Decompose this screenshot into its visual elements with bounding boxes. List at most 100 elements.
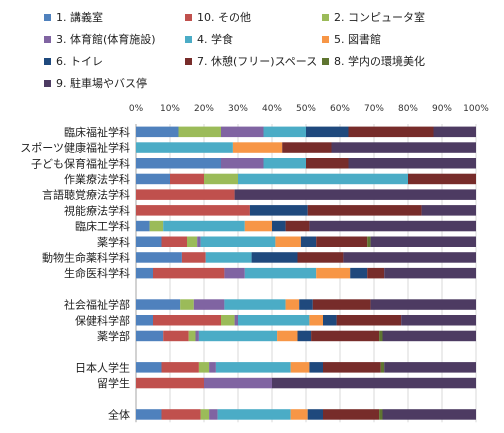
bar-segment [312, 299, 371, 310]
bar-segment [282, 142, 332, 153]
legend-label: 4. 学食 [197, 32, 233, 46]
bar-segment [380, 362, 385, 373]
bar-segment [136, 315, 153, 326]
legend-label: 7. 休憩(フリー)スペース [197, 54, 317, 68]
bar-segment [272, 377, 476, 389]
bar-segment [149, 220, 164, 232]
bar-segment [401, 315, 476, 326]
bars [136, 126, 476, 420]
category-label: 社会福祉学部 [64, 298, 130, 312]
bar-segment [307, 205, 422, 216]
legend: 1. 講義室 10. その他 2. コンピュータ室 3. 体育館(体育施設) 4. 学食… [44, 10, 425, 90]
bar-segment [136, 220, 150, 232]
bar-segment [309, 362, 323, 373]
bar-segment [215, 362, 291, 373]
category-label: 作業療法学科 [64, 172, 130, 186]
bar-segment [200, 409, 210, 420]
legend-label: 10. その他 [197, 11, 251, 24]
bar-segment [178, 126, 221, 138]
bar-segment [198, 362, 210, 373]
bar-segment [299, 299, 313, 310]
legend-swatch [322, 36, 329, 43]
bar-segment [200, 236, 276, 247]
bar-segment [221, 158, 264, 169]
bar-segment [306, 158, 349, 169]
bar-segment [221, 126, 264, 138]
category-label: 子ども保育福祉学科 [31, 156, 130, 170]
bar-segment [348, 158, 476, 169]
bar-segment [384, 362, 476, 373]
bar-segment [187, 236, 198, 247]
bar-segment [136, 299, 181, 310]
bar-segment [433, 126, 476, 138]
bar-segment [370, 236, 476, 247]
bar-segment [197, 236, 201, 247]
bar-segment [136, 267, 153, 279]
legend-swatch [44, 36, 51, 43]
x-tick-label: 0% [129, 104, 144, 114]
bar-segment [244, 267, 317, 279]
bar-segment [251, 252, 298, 263]
bar-segment [198, 330, 278, 342]
bar-segment [331, 142, 476, 153]
bar-segment [307, 409, 323, 420]
bar-segment [136, 330, 164, 342]
category-label: 動物生命薬科学科 [42, 250, 130, 264]
category-label: 留学生 [97, 376, 130, 390]
bar-segment [234, 315, 238, 326]
category-labels: 臨床福祉学科スポーツ健康福祉学科子ども保育福祉学科作業療法学科言語聴覚療法学科視… [20, 125, 130, 422]
bar-segment [163, 220, 245, 232]
bar-segment [297, 252, 344, 263]
legend-swatch [44, 80, 51, 87]
bar-segment [136, 158, 221, 169]
bar-segment [348, 126, 434, 138]
category-label: 全体 [108, 407, 130, 421]
x-tick-label: 20% [194, 104, 214, 114]
bar-segment [238, 315, 310, 326]
bar-segment [136, 142, 233, 153]
x-tick-label: 80% [398, 104, 418, 114]
category-label: 視能療法学科 [64, 203, 130, 217]
bar-segment [161, 236, 187, 247]
bar-segment [136, 205, 250, 216]
x-tick-label: 40% [262, 104, 282, 114]
x-tick-label: 60% [330, 104, 350, 114]
category-label: 臨床工学科 [75, 219, 130, 233]
bar-segment [311, 330, 380, 342]
bar-segment [204, 173, 238, 185]
bar-segment [136, 236, 162, 247]
bar-segment [309, 220, 476, 232]
category-label: 日本人学生 [75, 360, 130, 374]
x-tick-label: 30% [228, 104, 248, 114]
legend-swatch [185, 58, 192, 65]
category-label: 薬学部 [97, 329, 130, 343]
bar-segment [153, 315, 221, 326]
bar-segment [343, 252, 476, 263]
bar-segment [290, 409, 308, 420]
bar-segment [379, 330, 383, 342]
bar-segment [238, 173, 408, 185]
bar-segment [421, 205, 476, 216]
category-label: 薬学科 [97, 235, 130, 249]
bar-segment [136, 173, 170, 185]
bar-segment [232, 142, 283, 153]
bar-segment [300, 236, 317, 247]
bar-segment [153, 267, 225, 279]
bar-segment [379, 409, 383, 420]
bar-segment [275, 236, 301, 247]
bar-segment [263, 158, 306, 169]
bar-segment [285, 299, 300, 310]
bar-segment [136, 189, 235, 200]
legend-swatch [185, 14, 192, 21]
x-tick-label: 10% [160, 104, 180, 114]
legend-label: 3. 体育館(体育施設) [56, 32, 156, 46]
bar-segment [136, 126, 179, 138]
legend-swatch [322, 14, 329, 21]
bar-segment [224, 267, 245, 279]
bar-segment [234, 189, 476, 200]
x-tick-label: 90% [432, 104, 452, 114]
category-label: 言語聴覚療法学科 [42, 188, 130, 202]
x-tick-label: 50% [296, 104, 316, 114]
legend-swatch [322, 58, 329, 65]
bar-segment [180, 299, 194, 310]
